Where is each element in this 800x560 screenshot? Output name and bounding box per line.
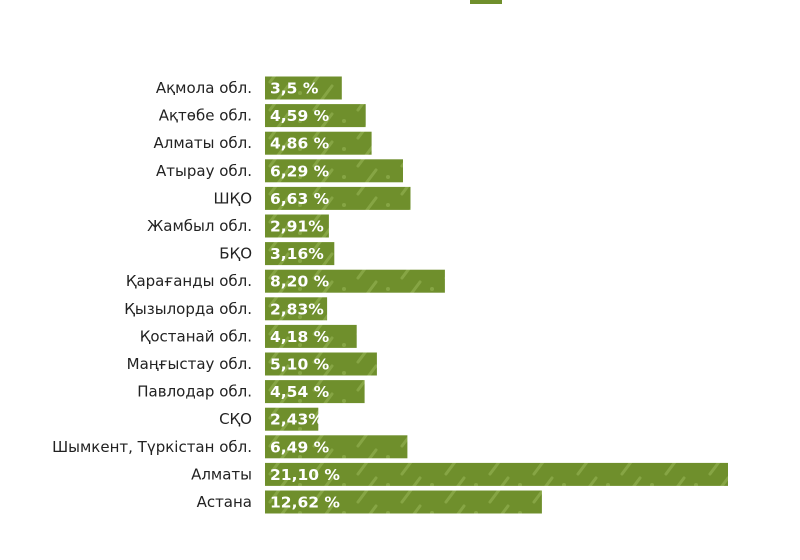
bar: [265, 380, 365, 404]
value-label: 6,63 %: [270, 190, 330, 208]
value-label: 8,20 %: [270, 273, 330, 291]
bar: [265, 242, 335, 266]
value-label: 3,5 %: [270, 80, 319, 98]
bar: [265, 435, 408, 459]
value-label: 4,54 %: [270, 383, 330, 401]
bar: [265, 407, 319, 431]
title-fragment: [470, 0, 502, 4]
value-label: 4,18 %: [270, 328, 330, 346]
category-label: Алматы обл.: [154, 134, 253, 152]
category-label: Қызылорда обл.: [124, 300, 252, 318]
bar-row: Қостанай обл. 4,18 %: [140, 324, 357, 348]
bar-row: БҚО 3,16%: [219, 242, 335, 266]
bar-row: Алматы 21,10 %: [191, 462, 728, 486]
bar-row: Маңғыстау обл. 5,10 %: [127, 352, 377, 376]
value-label: 6,29 %: [270, 162, 330, 180]
category-label: Алматы: [191, 465, 252, 483]
bar: [265, 269, 445, 293]
value-label: 21,10 %: [270, 466, 340, 484]
bar-row: ШҚО 6,63 %: [214, 186, 411, 210]
category-label: Ақтөбе обл.: [159, 107, 252, 125]
bar: [265, 297, 328, 321]
bar: [265, 324, 357, 348]
category-label: Шымкент, Түркістан обл.: [52, 438, 252, 456]
category-label: Қарағанды обл.: [126, 272, 252, 290]
category-label: Қостанай обл.: [140, 327, 252, 345]
bar: [265, 352, 377, 376]
bar: [265, 76, 342, 100]
bar: [265, 462, 728, 486]
value-label: 2,91%: [270, 218, 324, 236]
category-label: ШҚО: [214, 189, 253, 207]
bar-row: Атырау обл. 6,29 %: [156, 159, 403, 183]
category-label: Астана: [197, 493, 252, 511]
value-label: 6,49 %: [270, 438, 330, 456]
category-label: Маңғыстау обл.: [127, 355, 252, 373]
value-label: 2,43%: [270, 411, 324, 429]
bar-row: Павлодар обл. 4,54 %: [137, 380, 365, 404]
bar-row: Қызылорда обл. 2,83%: [124, 297, 328, 321]
category-label: БҚО: [219, 245, 252, 263]
category-label: Жамбыл обл.: [147, 217, 252, 235]
category-label: Атырау обл.: [156, 162, 252, 180]
bar-row: Жамбыл обл. 2,91%: [147, 214, 329, 238]
bar: [265, 104, 366, 128]
bar: [265, 159, 403, 183]
value-label: 12,62 %: [270, 494, 340, 512]
value-label: 5,10 %: [270, 356, 330, 374]
value-label: 4,86 %: [270, 135, 330, 153]
bar-row: Ақмола обл. 3,5 %: [156, 76, 342, 100]
bar-row: Алматы обл. 4,86 %: [154, 131, 372, 155]
bar: [265, 186, 411, 210]
category-label: СҚО: [219, 410, 252, 428]
bar: [265, 131, 372, 155]
bar-row: Астана 12,62 %: [197, 490, 542, 514]
value-label: 3,16%: [270, 245, 324, 263]
bar: [265, 214, 329, 238]
value-label: 2,83%: [270, 300, 324, 318]
category-label: Павлодар обл.: [137, 383, 252, 401]
category-label: Ақмола обл.: [156, 79, 252, 97]
value-label: 4,59 %: [270, 107, 330, 125]
bar-row: Қарағанды обл. 8,20 %: [126, 269, 445, 293]
bar-row: Ақтөбе обл. 4,59 %: [159, 104, 366, 128]
bar-row: СҚО 2,43%: [219, 407, 324, 431]
bar: [265, 490, 542, 514]
bar-row: Шымкент, Түркістан обл. 6,49 %: [52, 435, 408, 459]
